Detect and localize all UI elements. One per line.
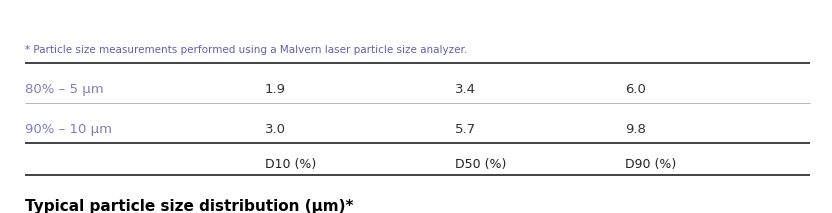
Text: Typical particle size distribution (μm)*: Typical particle size distribution (μm)* [25, 199, 354, 213]
Text: 3.0: 3.0 [265, 123, 286, 136]
Text: 5.7: 5.7 [455, 123, 476, 136]
Text: 9.8: 9.8 [625, 123, 646, 136]
Text: 3.4: 3.4 [455, 83, 476, 96]
Text: 6.0: 6.0 [625, 83, 646, 96]
Text: 1.9: 1.9 [265, 83, 286, 96]
Text: D10 (%): D10 (%) [265, 158, 316, 171]
Text: D50 (%): D50 (%) [455, 158, 507, 171]
Text: D90 (%): D90 (%) [625, 158, 676, 171]
Text: 90% – 10 μm: 90% – 10 μm [25, 123, 112, 136]
Text: 80% – 5 μm: 80% – 5 μm [25, 83, 104, 96]
Text: * Particle size measurements performed using a Malvern laser particle size analy: * Particle size measurements performed u… [25, 45, 468, 55]
